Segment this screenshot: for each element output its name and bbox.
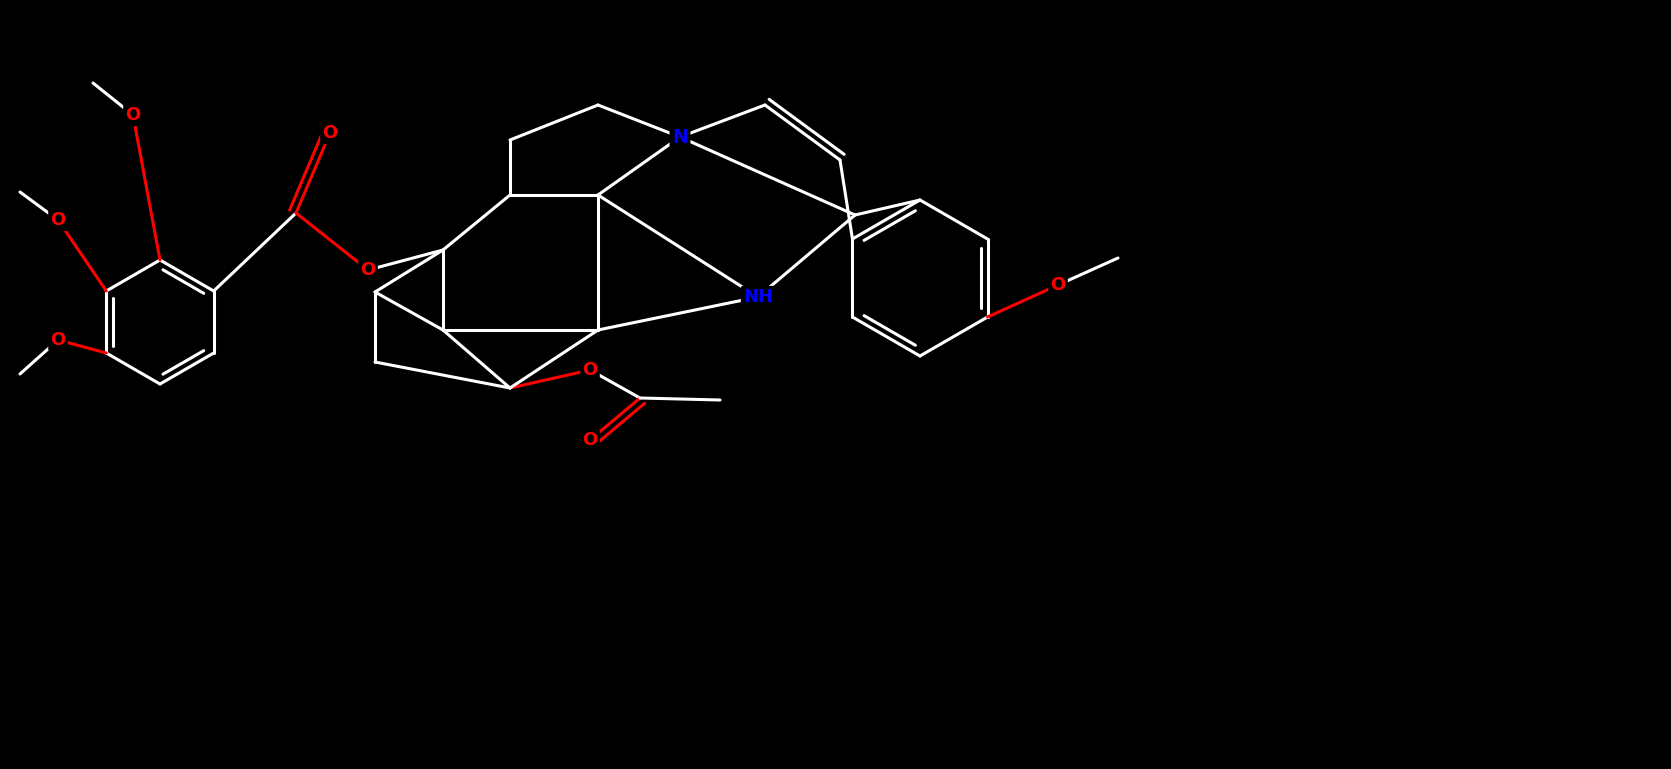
Text: O: O — [50, 331, 65, 349]
Text: O: O — [583, 431, 598, 449]
Text: O: O — [125, 106, 140, 124]
Text: O: O — [323, 124, 338, 142]
Text: O: O — [50, 211, 65, 229]
Text: O: O — [361, 261, 376, 279]
Text: O: O — [1051, 276, 1066, 294]
Text: N: N — [672, 128, 688, 147]
Text: NH: NH — [744, 288, 774, 306]
Text: O: O — [583, 361, 598, 379]
